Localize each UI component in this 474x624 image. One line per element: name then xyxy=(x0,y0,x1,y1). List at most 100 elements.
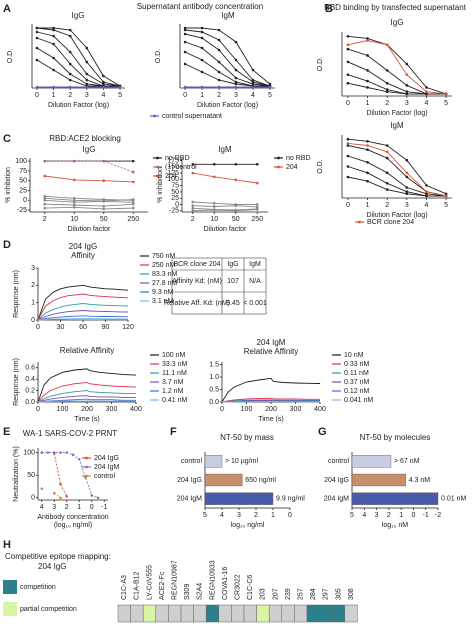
legend-marker xyxy=(358,220,361,224)
data-point xyxy=(118,85,122,89)
chart-title: IgG xyxy=(83,145,96,154)
heatmap-cell xyxy=(306,604,320,623)
legend-label: partial competition xyxy=(20,606,77,613)
data-point xyxy=(102,200,106,203)
series-line xyxy=(347,82,447,95)
data-point xyxy=(77,458,81,461)
data-point xyxy=(90,494,94,497)
x-axis-label: Antibody concentration xyxy=(37,514,108,521)
data-point xyxy=(212,201,216,205)
data-point xyxy=(131,202,135,206)
data-point xyxy=(405,190,409,193)
table-border xyxy=(171,257,267,315)
data-point xyxy=(52,42,55,46)
data-point xyxy=(385,144,389,147)
series-line xyxy=(37,395,136,403)
heatmap-subtitle: 204 IgG xyxy=(38,562,66,571)
data-point xyxy=(131,159,135,163)
bar xyxy=(351,473,406,487)
panel-heading: RBD binding by transfected supernatant xyxy=(324,3,467,12)
x-tick-label: 3 xyxy=(85,92,89,99)
data-point xyxy=(346,47,350,51)
y-tick-label: 0 xyxy=(31,317,35,324)
data-point xyxy=(405,158,409,162)
category-label: control xyxy=(328,458,349,465)
x-tick-label: 30 xyxy=(57,324,65,331)
data-point xyxy=(35,36,39,40)
series-line xyxy=(37,382,137,403)
data-point xyxy=(43,174,47,178)
x-tick-label: 5 xyxy=(268,92,272,99)
series-line xyxy=(36,27,121,87)
series-line xyxy=(37,400,136,403)
data-point xyxy=(234,162,238,166)
data-point xyxy=(85,85,89,89)
legend-label: 204 xyxy=(165,173,177,180)
y-tick-label: 1.0 xyxy=(209,374,219,381)
y-tick-label: 75 xyxy=(171,182,179,189)
data-point xyxy=(251,68,255,72)
data-point xyxy=(65,451,69,454)
x-tick-label: 120 xyxy=(122,324,134,331)
x-tick-label: 5 xyxy=(444,202,448,209)
data-point xyxy=(52,451,56,454)
data-point xyxy=(102,82,105,86)
data-point xyxy=(43,197,47,200)
value-label: 0.01 nM xyxy=(441,496,466,503)
chart-title: IgM xyxy=(218,145,232,154)
y-axis-label: O.D. xyxy=(317,159,324,173)
legend-label: 0.11 nM xyxy=(344,370,369,377)
x-tick-label: 50 xyxy=(232,216,240,223)
data-point xyxy=(200,85,204,89)
x-axis-label: log₁₀ ng/ml xyxy=(231,522,265,529)
data-point xyxy=(52,28,55,32)
chart-title: Relative Affinity xyxy=(60,346,115,355)
series-line xyxy=(184,51,270,87)
data-point xyxy=(255,205,259,209)
series-line xyxy=(37,317,128,321)
legend-label: 750 nM xyxy=(152,253,176,260)
legend-label: 10 nM xyxy=(344,352,364,359)
data-point xyxy=(183,32,187,36)
x-tick-label: 2 xyxy=(65,504,69,511)
data-point xyxy=(183,62,187,66)
panel-label: A xyxy=(3,3,11,15)
data-point xyxy=(234,82,238,86)
data-point xyxy=(385,90,389,94)
legend-label: 11.1 nM xyxy=(162,370,187,377)
data-point xyxy=(217,60,221,64)
x-tick-label: 0 xyxy=(220,406,224,413)
panel-label: F xyxy=(170,426,177,438)
x-axis-label: Time (s) xyxy=(258,416,283,423)
legend-label: BCR clone 204 xyxy=(367,219,414,226)
panel-label: H xyxy=(3,539,11,551)
data-point xyxy=(102,74,105,78)
data-point xyxy=(131,200,135,204)
legend-label: 0.041 nM xyxy=(344,397,373,404)
data-point xyxy=(346,144,350,147)
data-point xyxy=(255,181,259,185)
column-label: REGN10987 xyxy=(172,560,179,600)
table-cell: < 0.001 xyxy=(243,300,267,307)
series-line xyxy=(184,41,270,87)
data-point xyxy=(366,171,369,175)
y-tick-label: 25 xyxy=(19,187,27,194)
data-point xyxy=(425,90,428,94)
data-point xyxy=(346,142,350,145)
y-tick-label: -25 xyxy=(17,207,27,214)
data-point xyxy=(52,56,55,60)
series-line xyxy=(53,453,68,497)
data-point xyxy=(131,198,135,201)
series-line xyxy=(184,33,271,87)
x-tick-label: 0 xyxy=(36,324,40,331)
data-point xyxy=(212,208,216,212)
series-line xyxy=(37,293,129,321)
heatmap-cell xyxy=(205,604,220,623)
data-point xyxy=(405,73,409,76)
data-point xyxy=(183,50,187,54)
heatmap-cell xyxy=(331,604,346,623)
series-line xyxy=(44,175,134,183)
y-tick-label: 100 xyxy=(15,158,27,165)
heatmap-cell xyxy=(268,604,283,623)
data-point xyxy=(52,85,55,89)
